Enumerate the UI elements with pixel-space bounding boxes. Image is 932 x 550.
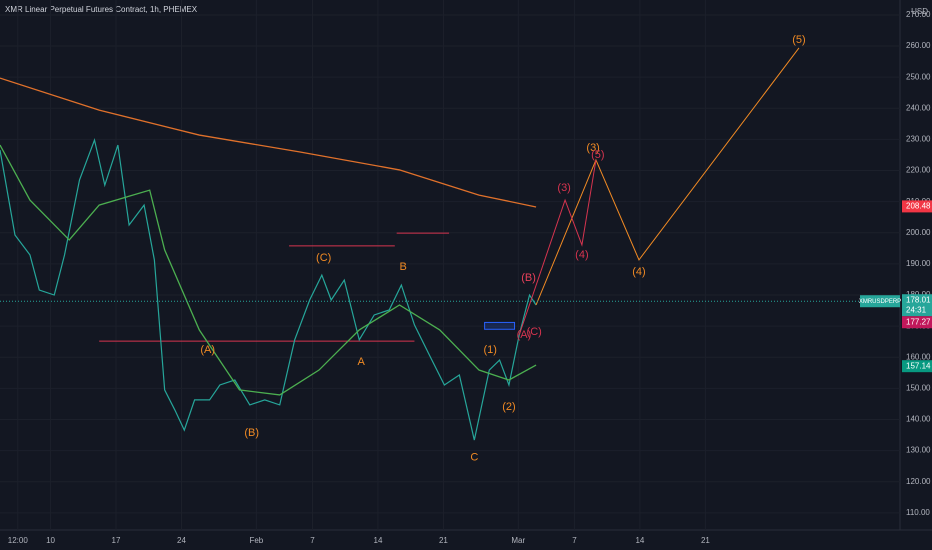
- price-tag-label: 157.14: [906, 361, 931, 370]
- x-tick-label: 12:00: [8, 536, 29, 545]
- price-tag-label: 178.01: [906, 295, 931, 304]
- y-tick-label: 120.00: [906, 477, 931, 486]
- price-tag: [902, 200, 932, 213]
- wave-label: (5): [792, 34, 805, 46]
- y-tick-label: 200.00: [906, 228, 931, 237]
- wave-label: (3): [586, 142, 599, 154]
- wave-label: (B): [244, 427, 259, 439]
- wave-label: (C): [527, 326, 542, 338]
- zone: [484, 321, 516, 330]
- chart-title: XMR Linear Perpetual Futures Contract, 1…: [5, 5, 198, 14]
- x-tick-label: 21: [439, 536, 448, 545]
- wave-label: (2): [502, 401, 515, 413]
- wave-label: (1): [484, 344, 497, 356]
- wave-label: A: [357, 356, 365, 368]
- x-tick-label: 24: [177, 536, 186, 545]
- wave-label: (4): [575, 249, 588, 261]
- price-tag: [902, 360, 932, 373]
- y-tick-label: 250.00: [906, 72, 931, 81]
- wave-label: (C): [316, 252, 331, 264]
- wave-label: B: [400, 261, 407, 273]
- price-tag: [902, 294, 932, 317]
- wave-label: C: [470, 452, 478, 464]
- countdown-label: 24:31: [906, 305, 927, 314]
- y-tick-label: 160.00: [906, 352, 931, 361]
- x-tick-label: 7: [310, 536, 315, 545]
- wave-label: (A): [517, 329, 532, 341]
- symbol-tag: [860, 295, 900, 308]
- wave-label: (B): [521, 272, 536, 284]
- y-tick-label: 150.00: [906, 384, 931, 393]
- currency-label: USD: [911, 7, 928, 16]
- x-tick-label: 17: [112, 536, 121, 545]
- symbol-label: XMRUSDPERP: [859, 299, 901, 305]
- wave-label: (A): [200, 344, 215, 356]
- y-tick-label: 260.00: [906, 41, 931, 50]
- y-tick-label: 130.00: [906, 446, 931, 455]
- price-tag-label: 208.48: [906, 202, 931, 211]
- price-tag: [902, 316, 932, 329]
- wave-label: (5): [591, 149, 604, 161]
- wave-label: (4): [632, 266, 645, 278]
- moving-average: [0, 144, 537, 396]
- projection-line: [535, 47, 800, 306]
- y-tick-label: 220.00: [906, 166, 931, 175]
- y-tick-label: 110.00: [906, 508, 930, 517]
- y-tick-label: 230.00: [906, 135, 931, 144]
- y-tick-label: 140.00: [906, 415, 931, 424]
- x-tick-label: Mar: [511, 536, 525, 545]
- x-tick-label: 14: [374, 536, 383, 545]
- x-tick-label: 7: [572, 536, 577, 545]
- y-tick-label: 190.00: [906, 259, 931, 268]
- y-tick-label: 270.00: [906, 10, 931, 19]
- projection-line: [518, 159, 597, 336]
- x-tick-label: Feb: [249, 536, 263, 545]
- x-tick-label: 14: [635, 536, 644, 545]
- wave-label: (3): [557, 182, 570, 194]
- price-line: [0, 137, 537, 441]
- x-tick-label: 10: [46, 536, 55, 545]
- y-tick-label: 240.00: [906, 103, 931, 112]
- moving-average: [0, 77, 537, 208]
- price-tag-label: 177.27: [906, 317, 931, 326]
- x-tick-label: 21: [701, 536, 710, 545]
